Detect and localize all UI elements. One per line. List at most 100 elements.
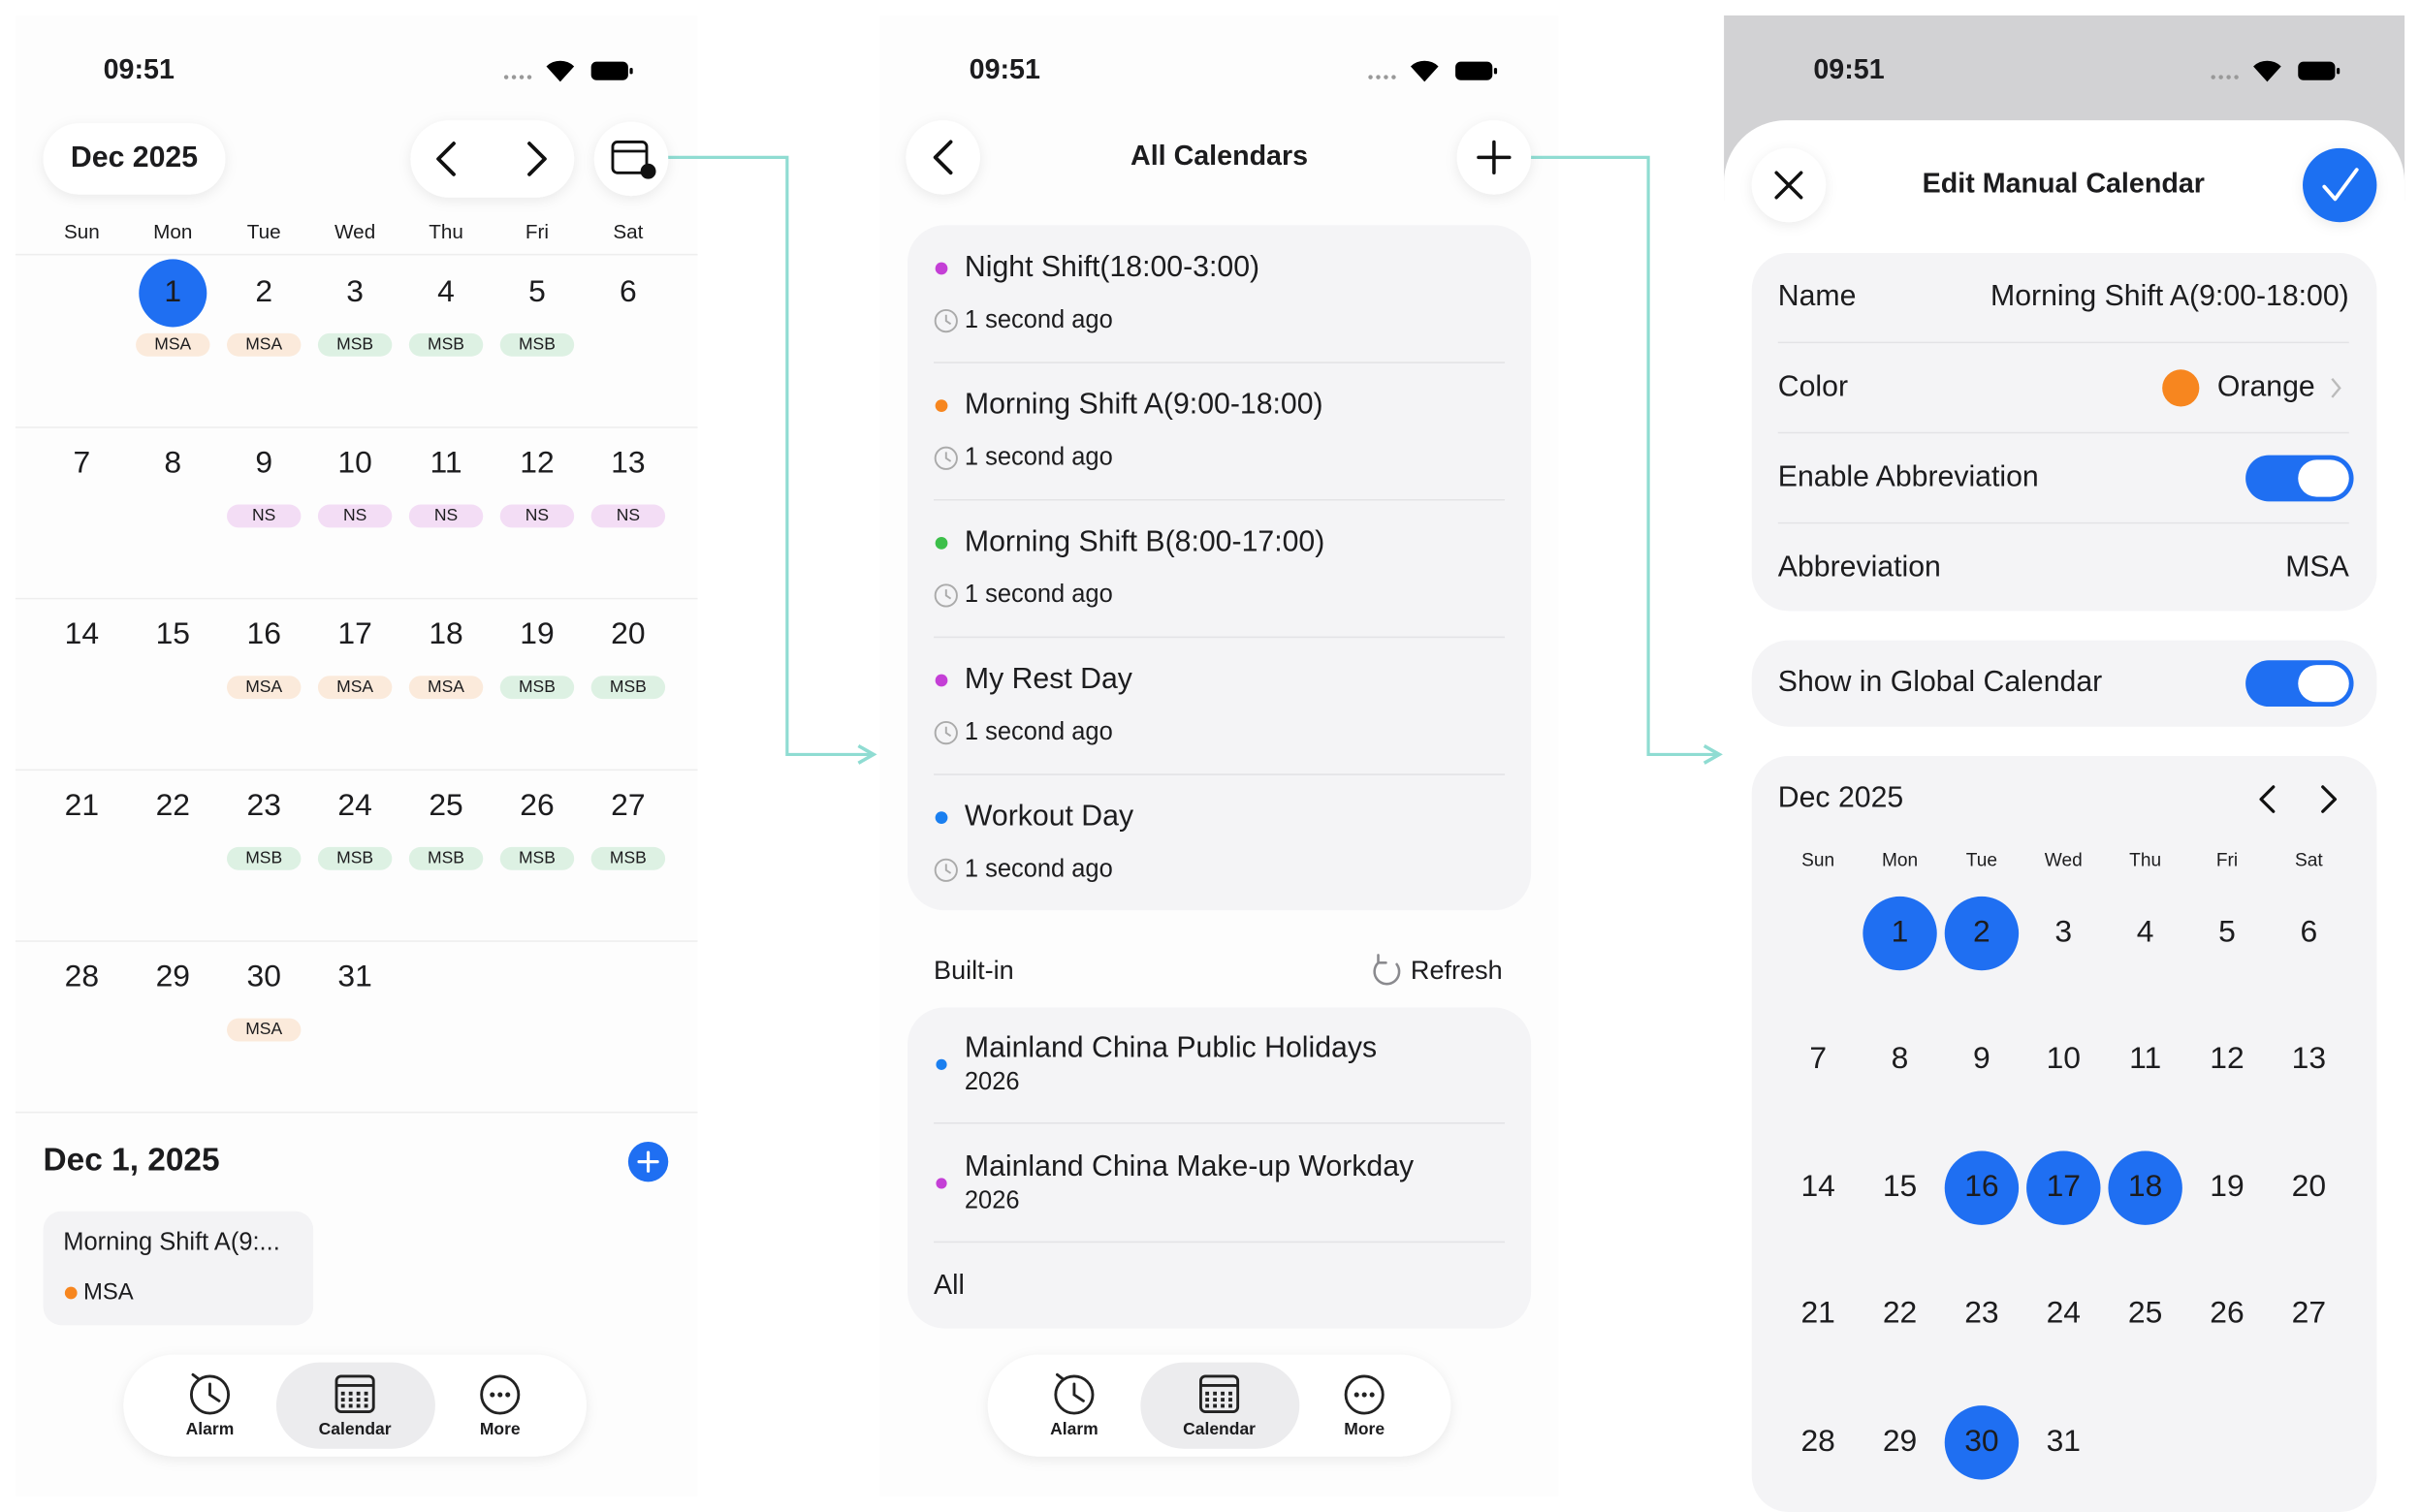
tab-icon xyxy=(1205,1403,1210,1408)
tab-label: More xyxy=(480,1419,521,1438)
shift-tag-label: MSA xyxy=(245,677,282,696)
tab-icon xyxy=(348,1403,353,1408)
icon-button[interactable] xyxy=(2303,147,2377,223)
shift-tag xyxy=(408,332,484,357)
tab-icon xyxy=(348,1391,353,1396)
day-number: 25 xyxy=(2128,1295,2162,1330)
selected-day[interactable] xyxy=(2026,1150,2101,1225)
signal-dot xyxy=(2211,75,2215,79)
day-number: 9 xyxy=(1973,1040,1990,1075)
shift-tag xyxy=(227,846,302,870)
day-number: 20 xyxy=(611,615,645,650)
clock-icon xyxy=(934,858,958,882)
shift-tag xyxy=(317,676,393,700)
signal-dot xyxy=(2234,75,2239,79)
shift-tag-label: MSB xyxy=(336,333,373,353)
tab-icon xyxy=(505,1392,511,1398)
weekday-label: Sun xyxy=(64,221,100,243)
day-number: 24 xyxy=(2047,1295,2081,1330)
wifi-icon xyxy=(546,60,575,82)
shift-tag-label: MSA xyxy=(428,677,464,696)
refresh-button: Refresh xyxy=(1411,956,1503,985)
tab-icon xyxy=(1199,1374,1240,1413)
weekday-label: Thu xyxy=(429,221,463,243)
selected-day[interactable] xyxy=(1863,896,1937,971)
day-number: 31 xyxy=(2047,1423,2081,1458)
toggle-knob xyxy=(2298,459,2349,497)
selected-day[interactable] xyxy=(1944,896,2020,971)
day-number: 22 xyxy=(1883,1295,1917,1330)
shift-tag-label: MSB xyxy=(610,677,647,696)
tab-icon xyxy=(356,1391,361,1396)
calendar-color-dot xyxy=(935,536,948,550)
tab-icon xyxy=(364,1403,368,1408)
day-number: 4 xyxy=(437,273,455,308)
day-number: 18 xyxy=(429,615,462,650)
signal-dot xyxy=(1376,75,1381,79)
signal-dot xyxy=(511,75,517,79)
tab-icon xyxy=(348,1398,353,1402)
calendar-color-dot xyxy=(936,1058,947,1070)
calendar-name: Morning Shift A(9:00-18:00) xyxy=(965,389,1323,421)
month-pill[interactable] xyxy=(43,123,226,195)
icon-button[interactable] xyxy=(906,120,980,195)
close-icon xyxy=(1774,171,1803,200)
refresh-icon[interactable] xyxy=(1373,954,1401,986)
calendar-name: Workout Day xyxy=(965,801,1134,833)
shift-tag xyxy=(499,676,575,700)
weekday-label: Tue xyxy=(247,221,281,243)
toggle-knob xyxy=(2298,665,2349,703)
chevron-icon xyxy=(527,142,547,176)
clock-icon xyxy=(944,864,952,874)
day-number: 27 xyxy=(611,787,645,822)
selected-day[interactable] xyxy=(139,259,207,328)
day-number: 23 xyxy=(1964,1295,1998,1330)
plus-icon xyxy=(637,1150,659,1173)
day-number: 6 xyxy=(620,273,637,308)
weekday-label: Thu xyxy=(2129,850,2161,870)
shift-tag-label: MSB xyxy=(428,847,464,866)
clock-icon xyxy=(934,309,958,333)
month-label: Dec 2025 xyxy=(71,142,198,173)
day-number: 17 xyxy=(2047,1168,2081,1203)
shift-tag xyxy=(499,332,575,357)
day-number: 14 xyxy=(65,615,99,650)
day-number: 8 xyxy=(164,445,181,480)
calendar-color-dot xyxy=(935,674,948,687)
tab-icon xyxy=(1228,1398,1232,1402)
event-card[interactable] xyxy=(43,1211,314,1326)
tab-icon xyxy=(1221,1391,1225,1396)
day-number: 19 xyxy=(2210,1168,2244,1203)
field-label: Enable Abbreviation xyxy=(1778,460,2039,492)
shift-tag xyxy=(590,504,666,528)
selected-date: Dec 1, 2025 xyxy=(44,1142,220,1178)
event-title: Morning Shift A(9:... xyxy=(63,1229,280,1256)
plus-icon xyxy=(1477,140,1512,175)
tab-icon xyxy=(356,1398,361,1402)
icon-button[interactable] xyxy=(593,121,669,197)
chevron-icon xyxy=(2259,785,2276,813)
tab-icon xyxy=(1054,1374,1095,1415)
calendar-updated: 1 second ago xyxy=(965,856,1113,883)
clock-icon xyxy=(944,589,952,600)
weekday-label: Sun xyxy=(1801,850,1834,870)
shift-tag-label: MSA xyxy=(336,677,373,696)
clock-icon xyxy=(934,446,958,470)
status-time: 09:51 xyxy=(104,54,175,85)
tab-icon xyxy=(1353,1392,1359,1398)
color-swatch[interactable] xyxy=(2162,369,2200,407)
selected-day[interactable] xyxy=(2108,1150,2182,1225)
calendar-name: Mainland China Make-up Workday xyxy=(965,1150,1415,1182)
shift-tag-label: NS xyxy=(343,505,366,524)
battery-icon xyxy=(1455,61,1493,80)
chevron-icon xyxy=(2331,378,2341,398)
selected-day[interactable] xyxy=(1944,1150,2020,1225)
shift-tag xyxy=(317,332,393,357)
day-number: 3 xyxy=(2054,913,2072,948)
tab-icon xyxy=(480,1374,521,1415)
day-number: 2 xyxy=(255,273,272,308)
selected-day[interactable] xyxy=(1944,1405,2020,1480)
tab-label: Calendar xyxy=(1183,1419,1256,1438)
shift-tag-label: NS xyxy=(617,505,640,524)
day-number: 25 xyxy=(429,787,462,822)
